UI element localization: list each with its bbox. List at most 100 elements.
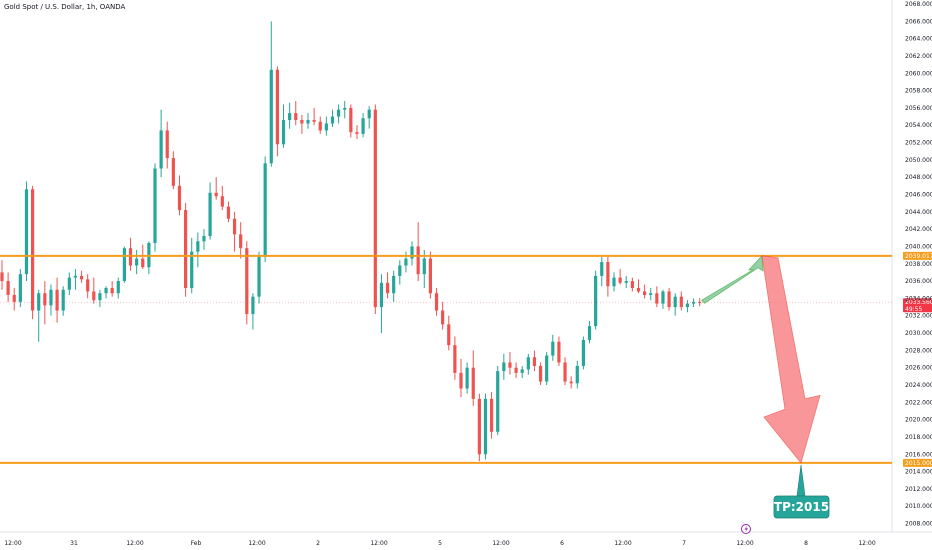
candle [67,272,71,295]
candle [410,241,414,266]
candle [0,260,4,290]
candle-body [416,246,420,275]
candle-body [12,294,16,302]
candle-body [483,398,488,455]
candle-body [312,120,316,122]
candle [294,100,298,126]
candle-body [208,192,212,237]
candle [398,260,402,285]
candle [239,222,243,259]
candle [324,116,328,136]
price-tick-label: 2058.000 [905,88,932,95]
current-price-countdown: 49:55 [905,306,922,313]
candle-body [6,281,10,295]
candle [630,277,634,292]
candle [116,277,120,299]
candle-body [37,293,41,311]
candle [275,66,279,157]
candle [373,104,377,314]
candle-body [92,291,96,301]
candle [441,301,445,330]
candle [86,274,90,299]
candle [526,353,530,375]
candle [330,109,335,127]
candle-body [624,281,628,283]
candle-body [496,371,500,432]
candle-body [318,121,322,131]
candle [557,336,561,366]
candle [428,251,432,299]
chart-title: Gold Spot / U.S. Dollar, 1h, OANDA [4,3,126,11]
candle-body [190,251,194,289]
candle-body [281,120,286,145]
projection-up-arrow [701,254,764,304]
candle [110,281,114,297]
candle [477,393,481,462]
candle [618,268,622,285]
candle-body [141,258,145,268]
candle [447,315,451,351]
candle [232,211,237,252]
candle-body [673,296,677,308]
candle [43,281,47,325]
candle-body [184,210,188,289]
candle [37,289,41,342]
candle [649,288,653,301]
candle [184,203,188,297]
candle [655,286,659,308]
candle-body [73,275,78,278]
candle [73,268,78,290]
candle-body [526,357,530,370]
candle [31,185,35,320]
price-axis[interactable]: 2068.000 2066.000 2064.000 2062.000 2060.000… [905,1,932,528]
price-tick-label: 2020.000 [905,417,932,424]
candle-body [104,288,108,294]
time-axis[interactable]: 12:00 31 12:00 Feb 12:00 2 12:00 5 12:00 6 12:00 7 1… [4,540,875,547]
candle-body [245,248,249,314]
candle-body [520,369,524,373]
candle [24,181,29,282]
candle-body [349,107,353,133]
candle [263,156,267,263]
price-tick-label: 2066.000 [905,18,932,25]
candle-body [18,274,22,302]
candle-body [441,310,445,325]
candle-body [471,367,475,399]
candle [147,241,151,275]
candle-body [128,248,133,266]
price-tick-label: 2040.000 [905,243,932,250]
price-tick-label: 2038.000 [905,261,932,268]
candle-body [61,289,65,311]
candle-body [514,367,518,373]
price-tick-label: 2044.000 [905,209,932,216]
candle [643,284,647,299]
time-tick-label: 12:00 [4,540,21,547]
candle-body [398,265,402,276]
candle-body [153,168,157,243]
candle [343,100,347,119]
level-price-label: 2039.017 [905,253,932,260]
level-price-tag [903,251,932,260]
candle-body [532,357,537,366]
time-tick-label: 12:00 [248,540,265,547]
price-tick-label: 2012.000 [905,486,932,493]
candle-body [551,341,555,356]
candle-body [575,365,579,384]
candle [606,256,610,297]
candle [288,102,292,129]
candle [337,104,341,124]
candle-body [294,113,298,121]
candle-body [49,289,53,306]
candle-body [55,289,59,311]
candle [587,320,592,344]
candle-body [220,196,224,207]
price-tick-label: 2050.000 [905,157,932,164]
candle [661,289,665,309]
candle [153,163,157,252]
candle-body [557,341,561,363]
candle [306,113,310,129]
candle [404,251,408,273]
candle-body [545,355,549,382]
candle-body [31,189,35,311]
